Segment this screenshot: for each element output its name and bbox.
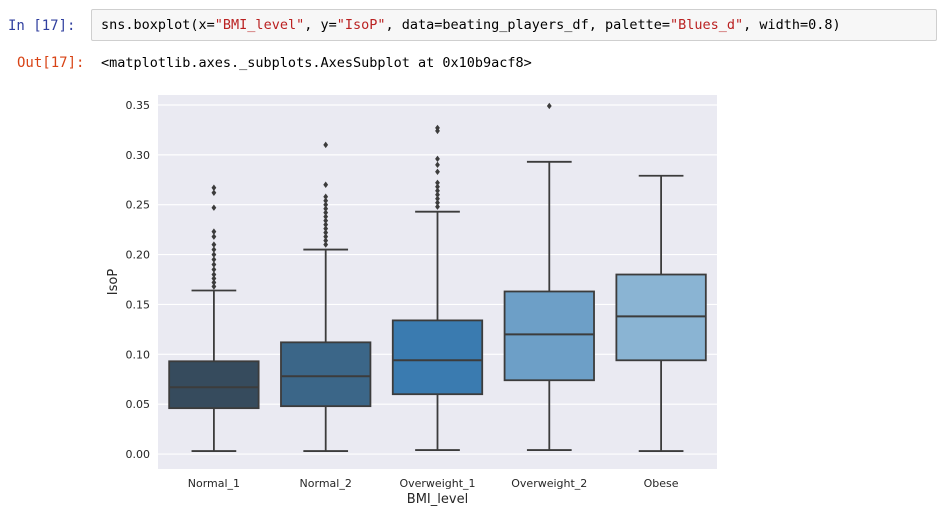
code-token: "Blues_d" <box>669 17 744 33</box>
box-iqr <box>168 360 260 410</box>
outlier-point <box>211 283 217 290</box>
outlier-point <box>435 168 440 175</box>
outlier-point <box>323 221 329 228</box>
outlier-point <box>323 205 329 212</box>
y-tick-labels: 0.00 0.05 0.10 0.15 0.20 0.25 0.30 0.35 <box>126 99 151 461</box>
y-tick-label: 0.15 <box>126 298 151 311</box>
outlier-point <box>435 187 440 194</box>
outlier-point <box>323 201 329 208</box>
y-tick-label: 0.20 <box>126 249 151 262</box>
outlier-point <box>211 228 217 235</box>
outlier-point <box>211 266 217 273</box>
box-obese <box>615 174 707 452</box>
code-token: "BMI_level" <box>214 17 305 33</box>
y-tick-label: 0.30 <box>126 149 151 162</box>
output-prompt: Out[17]: <box>17 55 85 71</box>
box-normal-1 <box>168 184 260 452</box>
outlier-point <box>323 213 329 220</box>
output-text: <matplotlib.axes._subplots.AxesSubplot a… <box>101 55 532 71</box>
outlier-point <box>435 161 440 169</box>
outlier-point <box>435 183 440 190</box>
outlier-point <box>435 191 440 198</box>
outlier-point <box>211 241 217 248</box>
x-axis-label: BMI_level <box>407 492 468 507</box>
code-token: , width=0.8) <box>743 17 841 33</box>
outlier-point <box>435 155 440 163</box>
x-tick-label: Overweight_2 <box>511 477 587 490</box>
outlier-point <box>211 233 217 240</box>
outlier-point <box>323 233 329 240</box>
y-tick-label: 0.00 <box>126 448 151 461</box>
outlier-point <box>211 251 217 258</box>
outlier-point <box>323 237 329 244</box>
outlier-point <box>323 209 329 216</box>
outlier-point <box>435 179 440 186</box>
y-tick-label: 0.05 <box>126 398 151 411</box>
code-input-cell[interactable]: sns.boxplot(x="BMI_level", y="IsoP", dat… <box>91 9 937 41</box>
outlier-point <box>546 102 552 110</box>
outlier-point <box>323 141 329 149</box>
boxes <box>168 102 707 452</box>
box-iqr <box>280 341 372 408</box>
outlier-point <box>211 275 217 282</box>
code-token: sns.boxplot(x= <box>101 17 215 33</box>
box-overweight-1 <box>391 124 484 451</box>
outlier-point <box>211 204 217 211</box>
outlier-point <box>323 241 329 248</box>
x-tick-label: Overweight_1 <box>399 477 475 490</box>
outlier-point <box>435 199 440 206</box>
outlier-point <box>211 271 217 278</box>
outlier-point <box>323 197 329 204</box>
x-tick-label: Normal_2 <box>300 477 352 490</box>
outlier-point <box>211 184 217 191</box>
outlier-point <box>211 246 217 253</box>
box-normal-2 <box>280 141 372 452</box>
code-token: , data=beating_players_df, palette= <box>385 17 670 33</box>
outlier-point <box>435 124 440 132</box>
y-tick-label: 0.10 <box>126 348 151 361</box>
outlier-point <box>435 195 440 202</box>
outlier-point <box>211 256 217 263</box>
y-tick-label: 0.35 <box>126 99 151 112</box>
outlier-point <box>211 279 217 286</box>
outlier-point <box>323 225 329 232</box>
code-token: , y= <box>304 17 337 33</box>
y-tick-label: 0.25 <box>126 199 151 212</box>
x-tick-label: Normal_1 <box>188 477 240 490</box>
box-iqr <box>391 319 484 396</box>
outlier-point <box>323 229 329 236</box>
box-iqr <box>503 290 595 382</box>
y-axis-label: IsoP <box>106 269 121 296</box>
input-prompt: In [17]: <box>8 18 76 34</box>
x-tick-label: Obese <box>644 477 679 490</box>
outlier-point <box>323 181 329 188</box>
x-tick-labels: Normal_1 Normal_2 Overweight_1 Overweight_2… <box>188 477 679 490</box>
outlier-point <box>211 189 217 196</box>
outlier-point <box>211 261 217 268</box>
outlier-point <box>323 217 329 224</box>
outlier-point <box>435 203 440 210</box>
outlier-point <box>323 193 329 200</box>
code-token: "IsoP" <box>336 17 386 33</box>
box-overweight-2 <box>503 102 595 451</box>
